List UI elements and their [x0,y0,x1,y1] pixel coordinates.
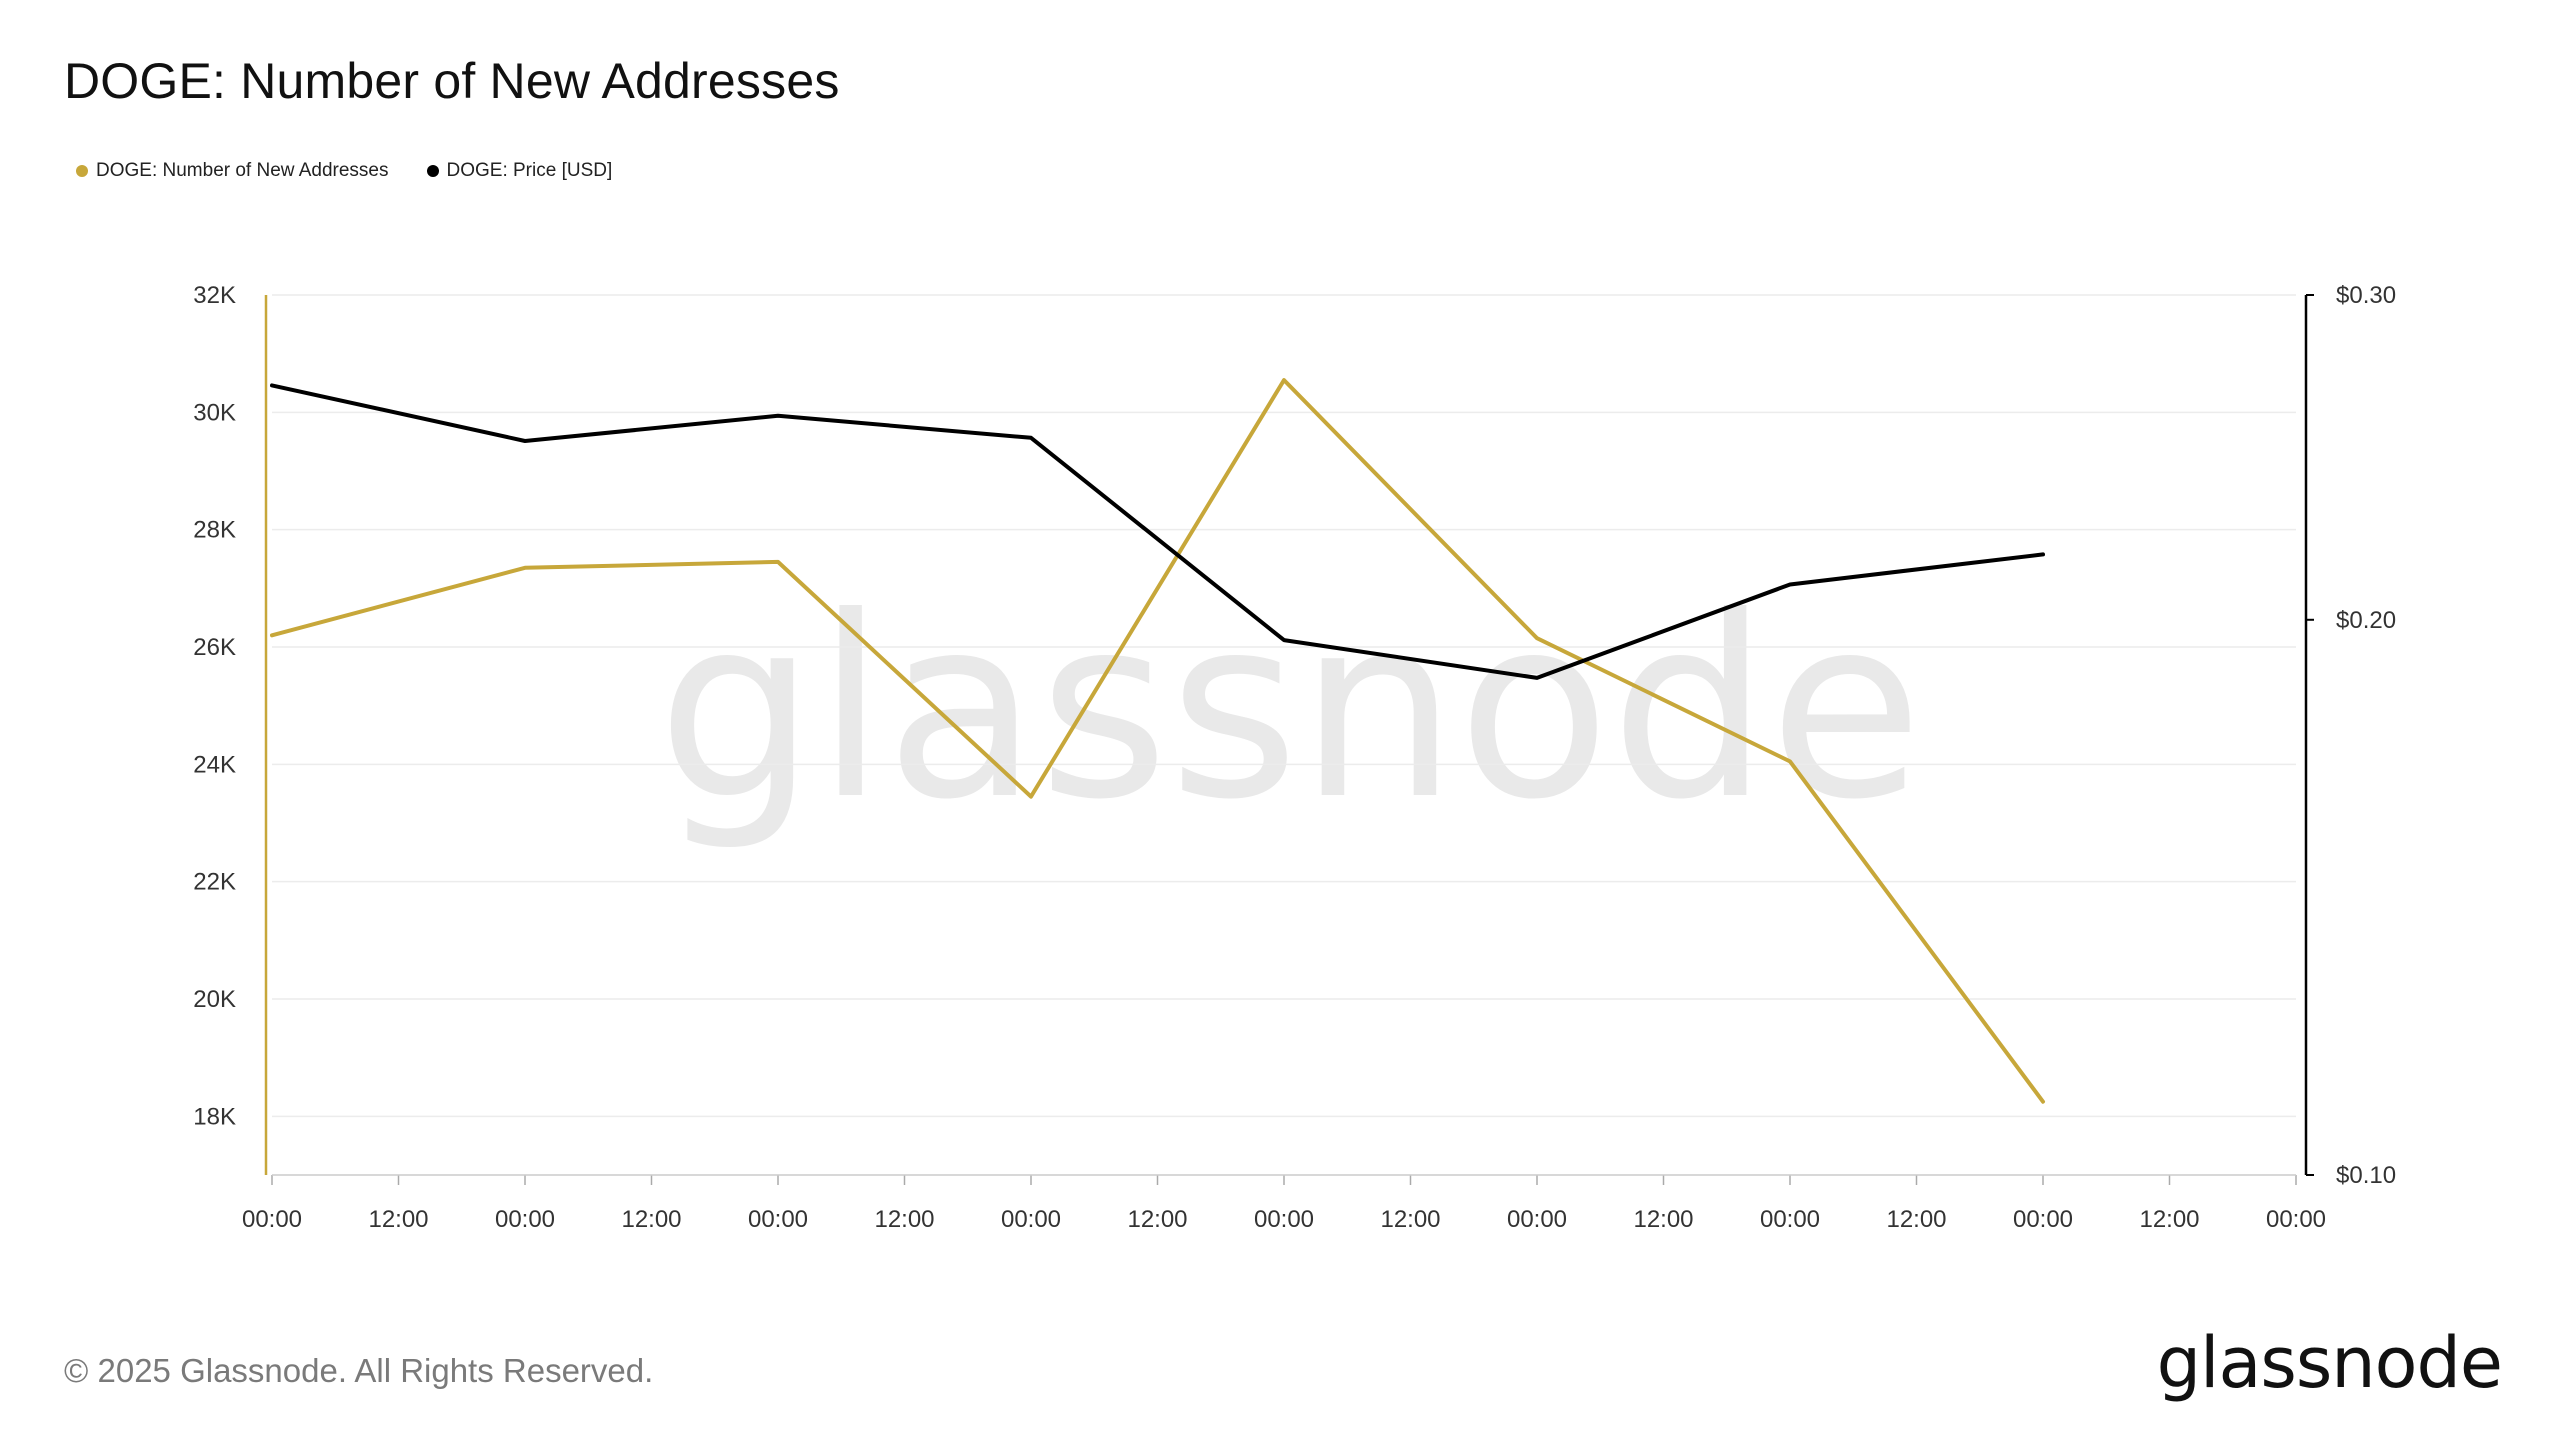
y-left-tick-label: 32K [193,282,236,309]
y-right-tick-label: $0.30 [2336,282,2396,309]
x-tick-label: 12:00 [1127,1206,1187,1233]
x-tick-label: 00:00 [748,1206,808,1233]
x-tick-label: 00:00 [1760,1206,1820,1233]
x-tick-label: 12:00 [1633,1206,1693,1233]
x-tick-label: 00:00 [242,1206,302,1233]
x-tick-label: 12:00 [621,1206,681,1233]
y-right-tick-label: $0.10 [2336,1162,2396,1189]
x-tick-label: 00:00 [1254,1206,1314,1233]
series-line-new-addresses [270,378,2045,1104]
x-tick-label: 12:00 [874,1206,934,1233]
x-tick-label: 00:00 [1507,1206,1567,1233]
grid-layer [272,294,2296,1118]
y-left-tick-label: 22K [193,869,236,896]
legend-label-new-addresses: DOGE: Number of New Addresses [96,160,389,181]
x-tick-label: 00:00 [2266,1206,2326,1233]
chart-legend: DOGE: Number of New Addresses DOGE: Pric… [76,160,612,182]
x-tick-label: 12:00 [1380,1206,1440,1233]
y-left-tick-label: 18K [193,1103,236,1130]
x-tick-label: 00:00 [495,1206,555,1233]
legend-item-new-addresses[interactable]: DOGE: Number of New Addresses [76,160,389,182]
axis-layer: 18K 20K 22K 24K 26K 28K 30K 32K $0.10 $0.20 $0.30 0… [193,282,2396,1233]
series-layer [270,378,2045,1104]
x-tick-label: 12:00 [1886,1206,1946,1233]
y-left-tick-label: 28K [193,517,236,544]
y-left-tick-label: 26K [193,634,236,661]
legend-item-price[interactable]: DOGE: Price [USD] [426,160,613,182]
y-left-tick-label: 20K [193,986,236,1013]
copyright-text: © 2025 Glassnode. All Rights Reserved. [64,1352,654,1389]
chart-title: DOGE: Number of New Addresses [64,53,840,109]
x-tick-label: 12:00 [2139,1206,2199,1233]
y-right-tick-label: $0.20 [2336,607,2396,634]
x-tick-label: 00:00 [1001,1206,1061,1233]
y-left-tick-label: 30K [193,399,236,426]
legend-dot-new-addresses [76,165,88,177]
legend-dot-price [426,165,439,177]
y-left-tick-label: 24K [193,751,236,778]
legend-label-price: DOGE: Price [USD] [446,160,613,181]
series-line-price [270,383,2045,680]
x-tick-label: 00:00 [2013,1206,2073,1233]
glassnode-logo: glassnode [2156,1322,2503,1404]
x-tick-label: 12:00 [368,1206,428,1233]
